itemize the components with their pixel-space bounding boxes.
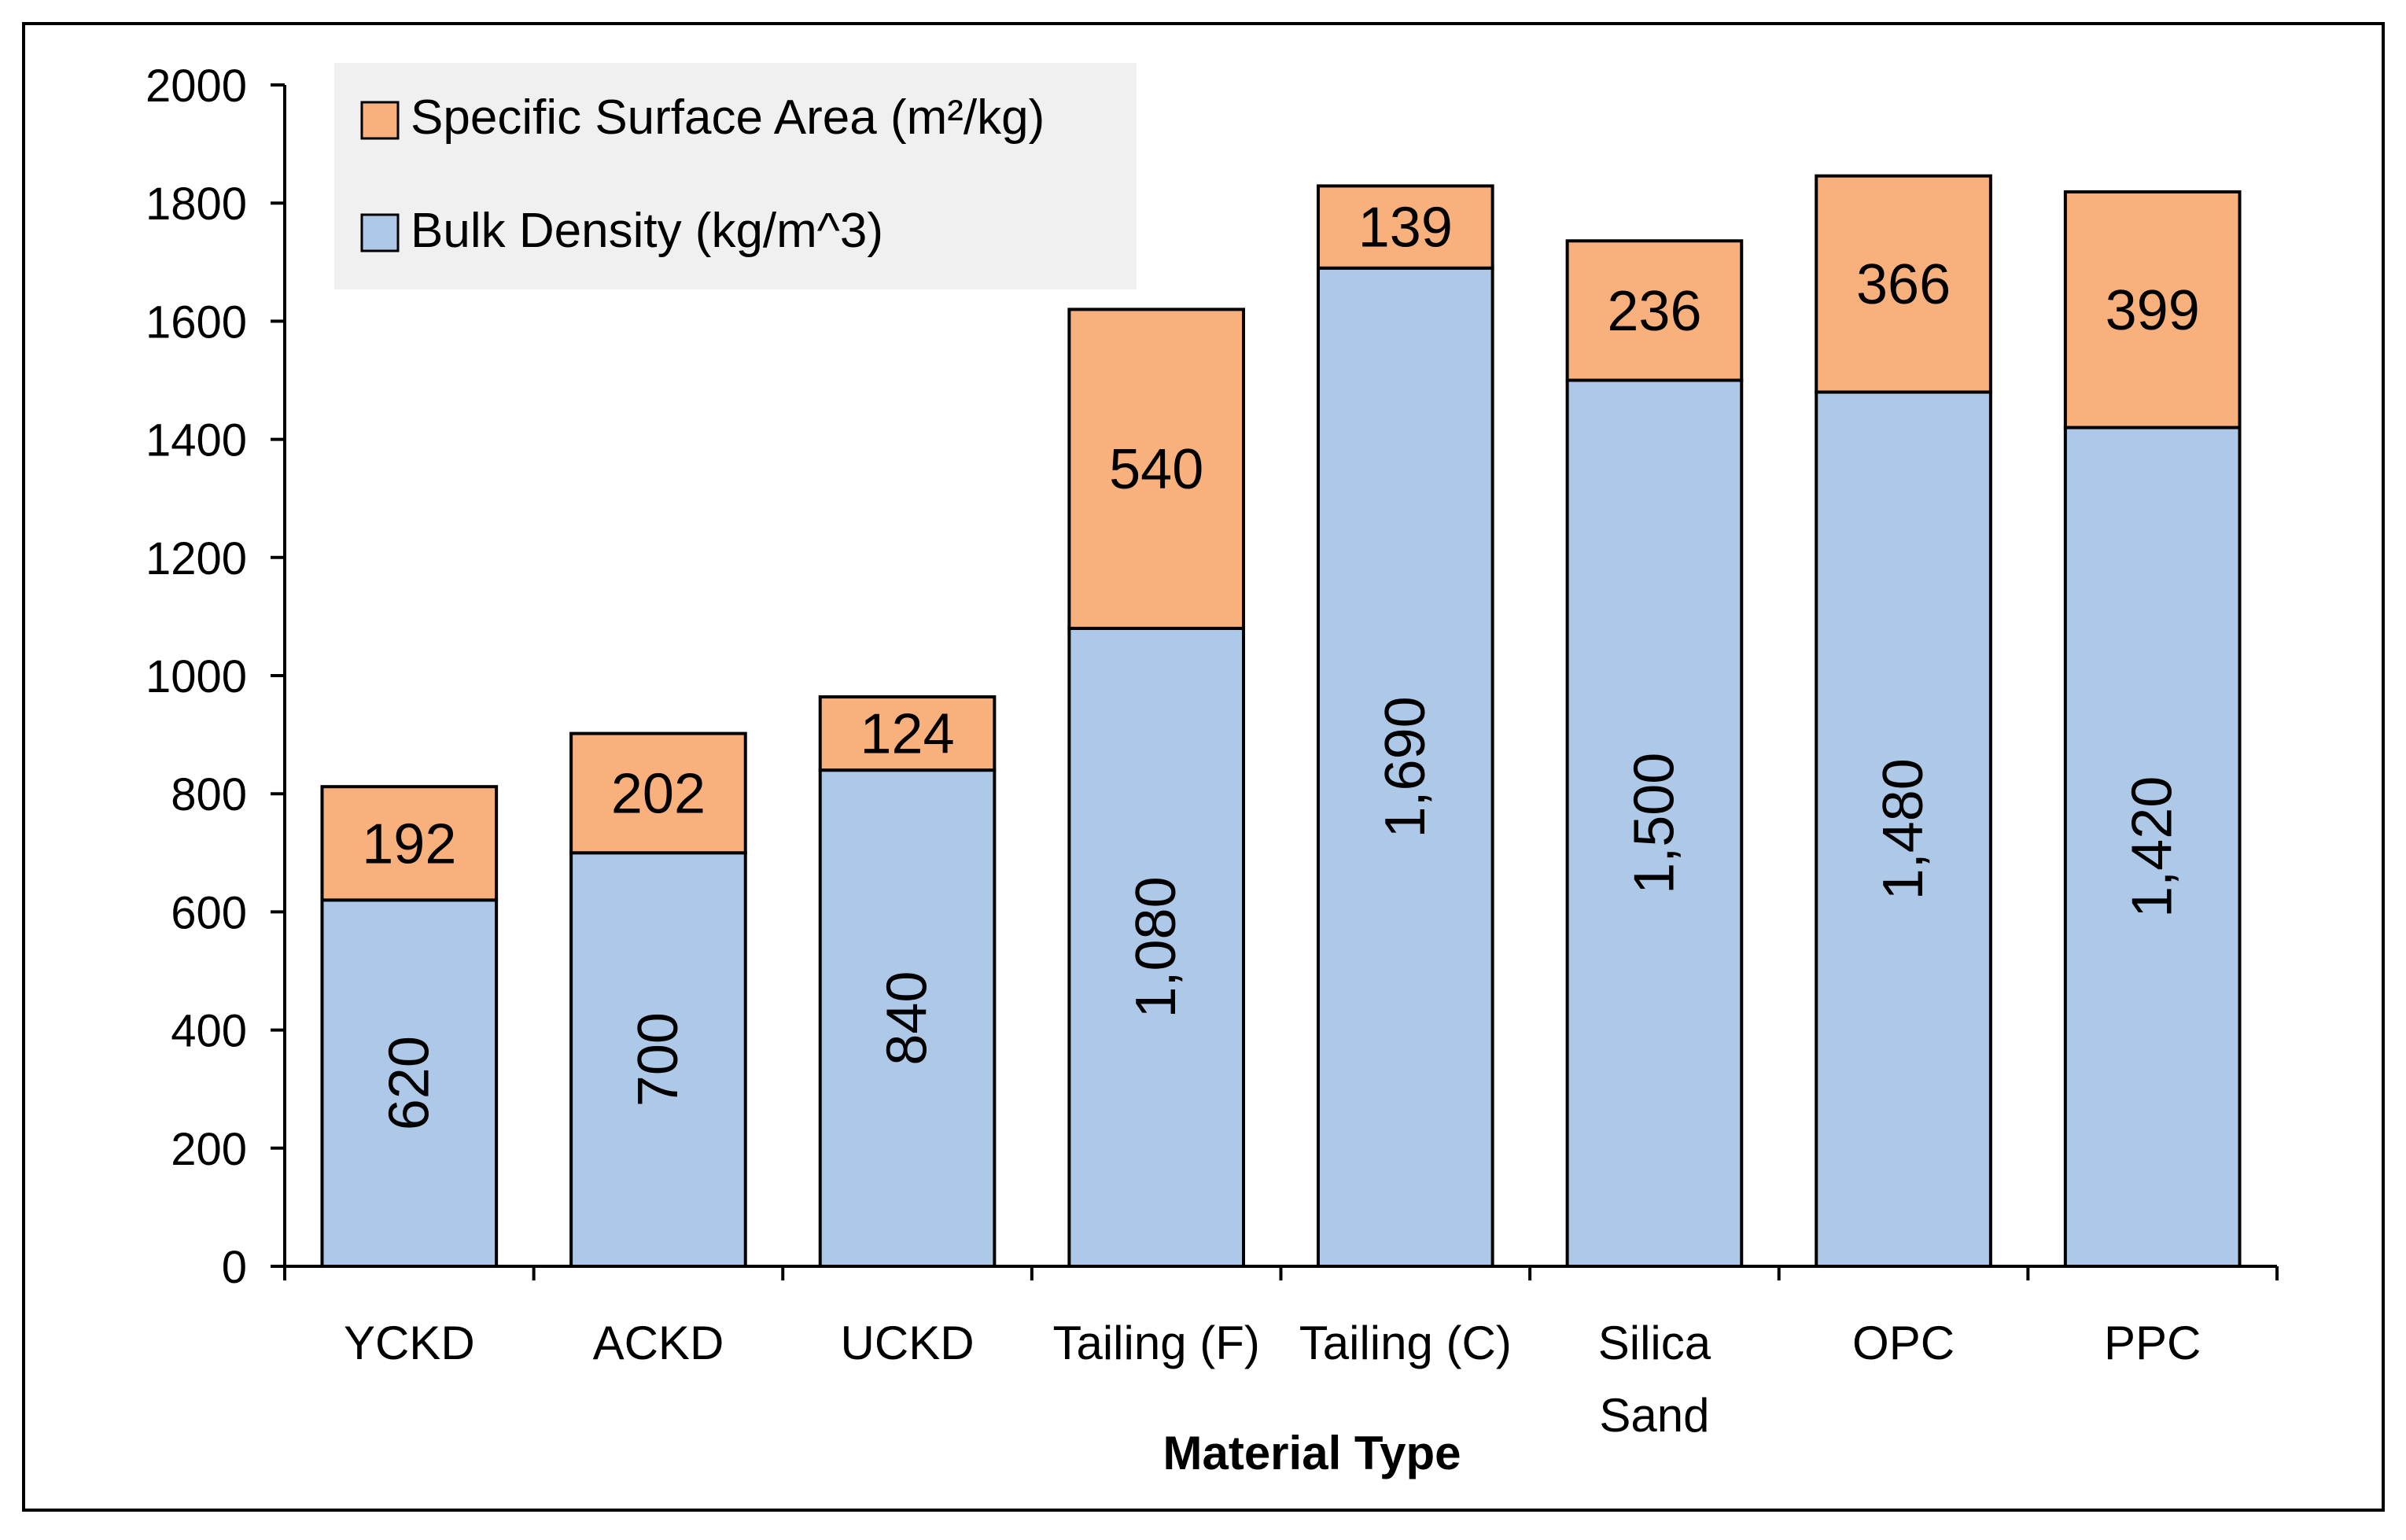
bar-surface-area xyxy=(1316,184,1494,270)
y-tick-label: 400 xyxy=(171,1006,247,1057)
y-tick-label: 800 xyxy=(171,769,247,820)
legend-label-bulk-density: Bulk Density (kg/m^3) xyxy=(411,204,883,258)
data-label-bulk-density: 1,420 xyxy=(2121,776,2184,918)
x-tick-label: Silica xyxy=(1598,1317,1711,1369)
data-label-surface-area: 366 xyxy=(1856,253,1951,316)
legend-background xyxy=(334,63,1137,289)
x-tick-label: Tailing (C) xyxy=(1299,1317,1512,1369)
data-label-bulk-density: 1,690 xyxy=(1374,696,1437,838)
data-label-bulk-density: 620 xyxy=(378,1036,440,1130)
y-tick-label: 2000 xyxy=(146,61,247,112)
data-label-surface-area: 139 xyxy=(1358,197,1453,260)
y-tick-label: 1600 xyxy=(146,297,247,348)
data-label-surface-area: 192 xyxy=(362,812,456,875)
bar-surface-area xyxy=(818,695,997,772)
bar-surface-area xyxy=(2063,190,2242,429)
y-tick-label: 0 xyxy=(222,1242,247,1293)
y-tick-label: 200 xyxy=(171,1124,247,1175)
bar-bulk-density xyxy=(818,768,997,1268)
data-label-bulk-density: 700 xyxy=(627,1012,690,1107)
bar-bulk-density xyxy=(1067,626,1246,1268)
y-tick-label: 1400 xyxy=(146,415,247,466)
data-label-surface-area: 124 xyxy=(860,703,954,766)
data-label-surface-area: 399 xyxy=(2106,279,2200,342)
axes: 0 200 400 600 800 1000 1200 1400 1600 1800 2000 xyxy=(146,61,286,1293)
y-tick-label: 600 xyxy=(171,887,247,938)
bar-surface-area xyxy=(569,731,747,855)
bar-surface-area xyxy=(1565,239,1744,382)
x-tick-label: YCKD xyxy=(344,1317,475,1369)
x-tick-label: ACKD xyxy=(593,1317,724,1369)
x-tick-label: UCKD xyxy=(841,1317,975,1369)
x-tick-label: PPC xyxy=(2104,1317,2201,1369)
y-tick-label: 1200 xyxy=(146,533,247,584)
data-label-surface-area: 236 xyxy=(1607,280,1701,343)
x-tick-label: Sand xyxy=(1599,1389,1709,1442)
legend-swatch-surface-area xyxy=(360,101,400,140)
bar-bulk-density xyxy=(2063,426,2242,1269)
data-label-surface-area: 540 xyxy=(1109,438,1203,501)
bars: 620 192 700 202 840 124 1,080 540 1,690 139 1,500 2… xyxy=(320,174,2242,1269)
legend-swatch-bulk-density xyxy=(360,213,400,252)
data-label-surface-area: 202 xyxy=(611,762,706,825)
x-tick-label: OPC xyxy=(1852,1317,1955,1369)
legend-label-surface-area: Specific Surface Area (m²/kg) xyxy=(411,90,1045,145)
data-label-bulk-density: 1,480 xyxy=(1872,758,1935,900)
legend: Specific Surface Area (m²/kg) Bulk Densi… xyxy=(334,63,1137,289)
bar-surface-area xyxy=(1067,308,1246,630)
bar-bulk-density xyxy=(1316,266,1494,1268)
data-label-bulk-density: 840 xyxy=(876,971,939,1066)
data-label-bulk-density: 1,080 xyxy=(1125,876,1188,1018)
bar-bulk-density xyxy=(1815,390,1992,1268)
bar-bulk-density xyxy=(1565,378,1744,1268)
bar-surface-area xyxy=(1815,174,1992,394)
data-label-bulk-density: 1,500 xyxy=(1623,753,1686,894)
x-tick-label: Tailing (F) xyxy=(1052,1317,1259,1369)
bar-surface-area xyxy=(320,785,499,902)
y-tick-label: 1800 xyxy=(146,179,247,230)
x-axis-title: Material Type xyxy=(1162,1427,1461,1479)
bar-bulk-density xyxy=(569,851,747,1269)
y-tick-label: 1000 xyxy=(146,651,247,702)
